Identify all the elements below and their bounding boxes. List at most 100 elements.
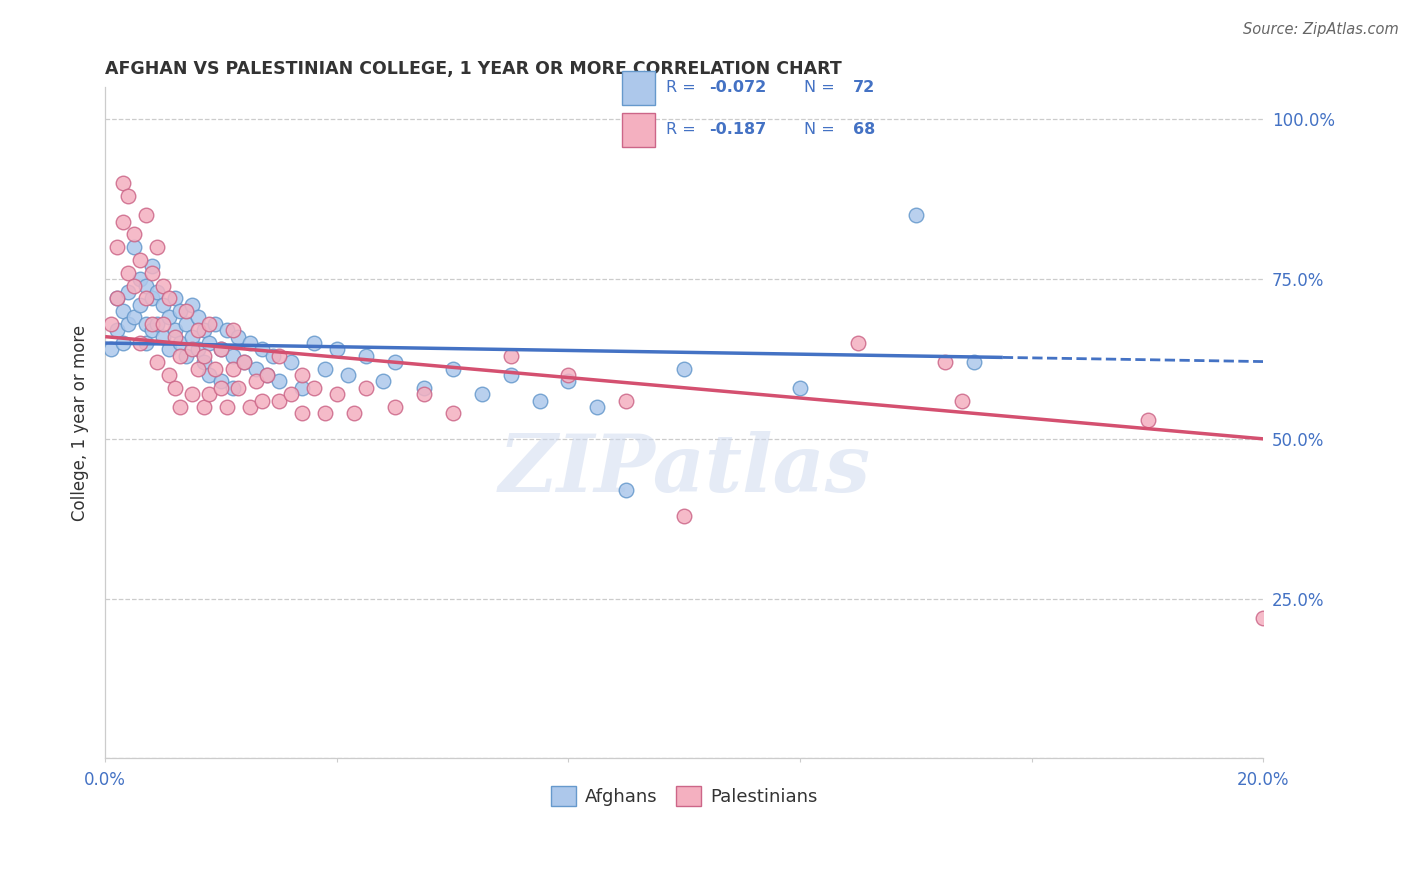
Point [100,343,122,357]
Point [157,310,180,325]
Text: 68: 68 [853,122,875,137]
Point [267,393,290,408]
Point [384,355,406,369]
Point [557,368,579,382]
Point [267,349,290,363]
Point [174,317,197,331]
Text: R =: R = [665,80,700,95]
Point [181,387,204,401]
Point [846,336,869,351]
Point [209,343,232,357]
Point [129,252,152,267]
Point [129,272,152,286]
Point [291,406,314,420]
Point [198,387,221,401]
Point [529,393,551,408]
Point [163,291,186,305]
Point [291,381,314,395]
Point [157,343,180,357]
Point [586,400,609,414]
Point [441,406,464,420]
Point [471,387,494,401]
Point [141,323,163,337]
Point [616,393,638,408]
Point [209,381,232,395]
Point [789,381,811,395]
Text: -0.187: -0.187 [710,122,766,137]
Point [157,368,180,382]
Point [256,368,278,382]
Point [228,329,250,343]
Point [245,375,267,389]
Point [122,278,145,293]
Point [135,336,157,351]
Point [181,298,204,312]
Point [169,336,191,351]
Point [221,381,243,395]
Point [187,343,209,357]
Point [141,317,163,331]
Text: N =: N = [804,122,839,137]
Text: Source: ZipAtlas.com: Source: ZipAtlas.com [1243,22,1399,37]
Point [122,227,145,242]
Point [221,323,243,337]
Point [181,329,204,343]
Point [314,406,336,420]
Point [373,375,395,389]
Point [157,291,180,305]
Point [187,323,209,337]
Point [163,323,186,337]
Point [904,208,927,222]
Point [105,291,128,305]
Point [169,304,191,318]
Point [198,368,221,382]
Point [163,329,186,343]
Point [129,336,152,351]
Y-axis label: College, 1 year or more: College, 1 year or more [72,325,89,521]
Bar [621,113,655,147]
Point [250,393,273,408]
Point [152,298,174,312]
Bar [621,70,655,104]
Point [280,387,302,401]
Point [117,317,139,331]
Point [499,349,522,363]
Point [129,298,152,312]
Point [135,208,157,222]
Point [239,336,262,351]
Point [337,368,360,382]
Point [152,329,174,343]
Point [122,310,145,325]
Point [354,349,377,363]
Point [267,375,290,389]
Point [256,368,278,382]
Point [233,355,256,369]
Point [198,317,221,331]
Point [239,400,262,414]
Point [146,317,169,331]
Point [215,323,238,337]
Point [146,355,169,369]
Point [302,381,325,395]
Point [1136,413,1159,427]
Point [673,508,696,523]
Point [262,349,284,363]
Point [193,323,215,337]
Point [412,381,434,395]
Point [245,361,267,376]
Point [209,375,232,389]
Legend: Afghans, Palestinians: Afghans, Palestinians [544,779,825,813]
Point [412,387,434,401]
Point [215,400,238,414]
Point [135,317,157,331]
Point [146,285,169,299]
Point [221,361,243,376]
Point [204,361,226,376]
Point [193,400,215,414]
Point [280,355,302,369]
Point [105,323,128,337]
Point [187,310,209,325]
Point [152,278,174,293]
Point [122,240,145,254]
Text: AFGHAN VS PALESTINIAN COLLEGE, 1 YEAR OR MORE CORRELATION CHART: AFGHAN VS PALESTINIAN COLLEGE, 1 YEAR OR… [105,60,842,78]
